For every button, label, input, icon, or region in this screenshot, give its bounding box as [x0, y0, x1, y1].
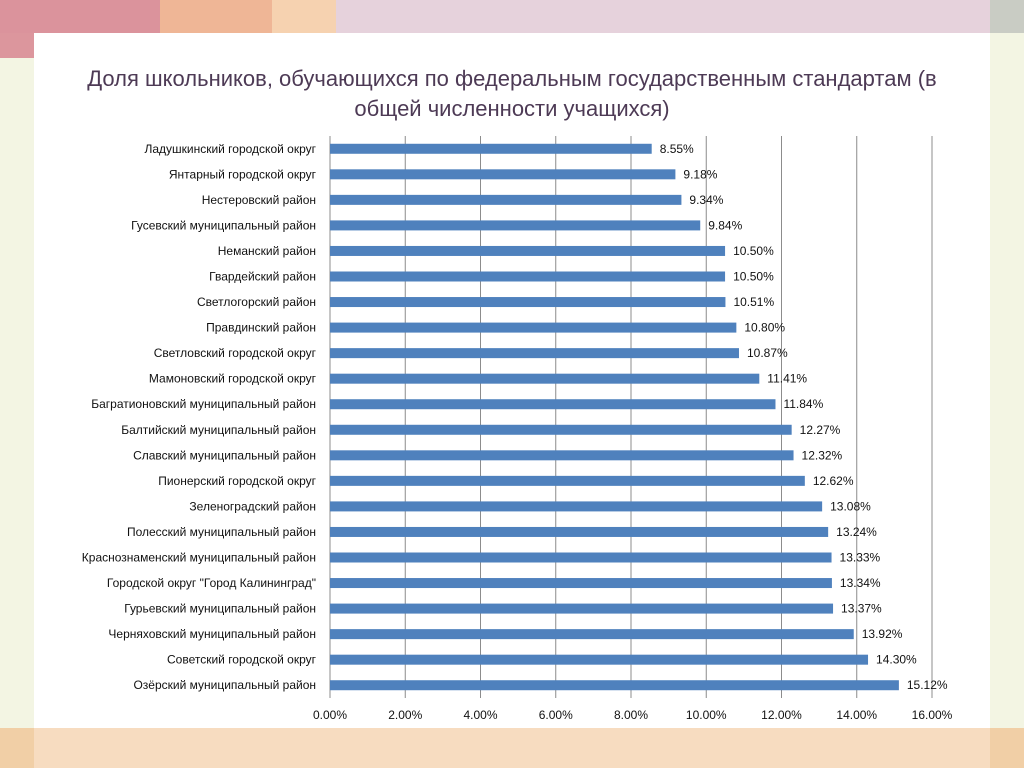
category-label: Гусевский муниципальный район	[131, 218, 316, 232]
x-tick-label: 12.00%	[761, 708, 802, 722]
chart-title-line-2: общей численности учащихся)	[354, 96, 670, 121]
category-label: Нестеровский район	[202, 193, 316, 207]
category-label: Озёрский муниципальный район	[133, 678, 316, 692]
data-label: 13.92%	[862, 627, 903, 641]
data-label: 10.87%	[747, 346, 788, 360]
data-label: 8.55%	[660, 142, 694, 156]
bar	[330, 348, 739, 359]
bar	[330, 501, 823, 512]
data-label: 11.84%	[783, 397, 823, 411]
data-label: 14.30%	[876, 653, 917, 667]
category-label: Городской округ "Город Калининград"	[107, 576, 316, 590]
x-tick-label: 0.00%	[313, 708, 347, 722]
bar	[330, 271, 726, 282]
data-label: 13.34%	[840, 576, 881, 590]
bar	[330, 629, 854, 640]
x-tick-label: 6.00%	[539, 708, 573, 722]
category-label: Правдинский район	[206, 321, 316, 335]
data-label: 13.24%	[836, 525, 877, 539]
data-label: 10.51%	[733, 295, 774, 309]
top-right-decor-block	[990, 0, 1024, 33]
category-label: Гвардейский район	[209, 270, 316, 284]
bar	[330, 578, 832, 589]
category-label: Черняховский муниципальный район	[108, 627, 316, 641]
category-label: Полесский муниципальный район	[127, 525, 316, 539]
category-label: Славский муниципальный район	[133, 448, 316, 462]
bar	[330, 450, 794, 461]
category-label: Багратионовский муниципальный район	[91, 397, 316, 411]
category-label: Ладушкинский городской округ	[144, 142, 316, 156]
data-label: 12.62%	[813, 474, 854, 488]
data-label: 13.08%	[830, 499, 871, 513]
bar	[330, 373, 760, 384]
bar	[330, 680, 899, 691]
bar	[330, 475, 805, 486]
category-label: Неманский район	[218, 244, 316, 258]
bar	[330, 143, 652, 154]
data-label: 12.27%	[800, 423, 841, 437]
data-label: 15.12%	[907, 678, 948, 692]
x-tick-label: 2.00%	[388, 708, 422, 722]
data-label: 13.37%	[841, 602, 882, 616]
bar	[330, 654, 869, 665]
category-label: Зеленоградский район	[189, 499, 316, 513]
bar	[330, 399, 776, 410]
bottom-decor-band	[0, 728, 1024, 768]
data-label: 11.41%	[767, 372, 807, 386]
category-label: Советский городской округ	[167, 653, 317, 667]
x-tick-label: 4.00%	[463, 708, 497, 722]
data-label: 12.32%	[802, 448, 843, 462]
bar	[330, 526, 829, 537]
bar	[330, 322, 737, 333]
bar	[330, 220, 701, 231]
data-label: 10.80%	[744, 321, 785, 335]
category-label: Мамоновский городской округ	[149, 372, 317, 386]
bar	[330, 297, 726, 308]
category-label: Светловский городской округ	[154, 346, 317, 360]
bar	[330, 194, 682, 205]
category-label: Пионерский городской округ	[158, 474, 316, 488]
data-label: 9.84%	[708, 218, 742, 232]
data-label: 10.50%	[733, 270, 774, 284]
category-label: Гурьевский муниципальный район	[124, 602, 316, 616]
category-label: Балтийский муниципальный район	[121, 423, 316, 437]
x-tick-label: 8.00%	[614, 708, 648, 722]
bar	[330, 424, 792, 435]
chart-title-line-1: Доля школьников, обучающихся по федераль…	[87, 66, 937, 91]
x-tick-label: 16.00%	[912, 708, 953, 722]
bar	[330, 245, 726, 256]
bottom-left-decor-block	[0, 728, 34, 768]
value-labels: 8.55% 9.18% 9.34% 9.84% 10.50% 10.50% 10.51% 10…	[660, 142, 948, 692]
bars	[330, 143, 899, 691]
data-label: 9.34%	[689, 193, 723, 207]
bar	[330, 603, 834, 614]
data-label: 13.33%	[840, 551, 881, 565]
x-axis-tick-labels: 0.00% 2.00% 4.00% 6.00% 8.00% 10.00% 12.00% 14.…	[313, 708, 953, 722]
chart-title: Доля школьников, обучающихся по федераль…	[34, 64, 990, 124]
x-tick-label: 10.00%	[686, 708, 727, 722]
category-label: Янтарный городской округ	[169, 167, 317, 181]
bar	[330, 169, 676, 180]
bar	[330, 552, 832, 563]
category-label: Светлогорский район	[197, 295, 316, 309]
category-labels: Ладушкинский городской округ Янтарный гор…	[82, 142, 317, 692]
x-tick-label: 14.00%	[836, 708, 877, 722]
category-label: Краснознаменский муниципальный район	[82, 551, 316, 565]
data-label: 10.50%	[733, 244, 774, 258]
data-label: 9.18%	[683, 167, 717, 181]
bottom-right-decor-block	[990, 728, 1024, 768]
